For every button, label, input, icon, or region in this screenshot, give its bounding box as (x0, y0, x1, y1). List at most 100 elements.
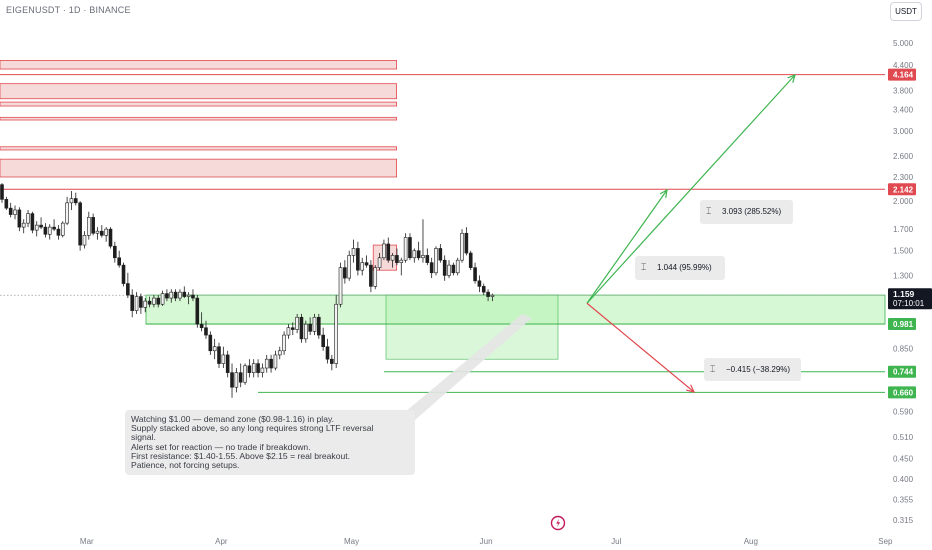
candles-group (0, 183, 495, 398)
candle-up (69, 198, 74, 204)
x-tick-label: Aug (744, 537, 758, 546)
candle-down (182, 291, 187, 297)
candle-down (486, 291, 490, 297)
candle-down (30, 213, 35, 231)
measure-value: 3.093 (285.52%) (722, 207, 782, 216)
candle-up (65, 202, 69, 224)
candle-up (390, 255, 395, 261)
candle-up (264, 358, 269, 369)
candle-up (104, 228, 108, 236)
x-tick-label: May (344, 537, 359, 546)
y-tick-label: 0.510 (893, 433, 914, 442)
note-line: First resistance: $1.40-1.55. Above $2.1… (131, 450, 351, 461)
candle-down (208, 334, 213, 352)
candle-down (43, 226, 48, 235)
projection-arrow-up (586, 189, 668, 304)
note-line: Watching $1.00 — demand zone ($0.98-1.16… (131, 414, 335, 424)
measure-label-lower[interactable]: ⌶ −0.415 (−38.29%) (704, 358, 801, 381)
candle-down (473, 267, 477, 282)
candle-up (490, 294, 495, 297)
candle-down (481, 286, 486, 293)
note-line: Supply stacked above, so any long requir… (131, 423, 374, 434)
candle-down (78, 202, 82, 246)
candle-up (277, 350, 282, 356)
candle-down (108, 228, 113, 247)
support-price-tag-bg (888, 365, 916, 378)
candle-down (8, 207, 13, 215)
resistance-price-tag-bg (888, 183, 916, 196)
candle-down (364, 262, 369, 266)
candle-up (251, 363, 256, 373)
candle-down (416, 250, 421, 259)
measure-label-middle[interactable]: ⌶ 1.044 (95.99%) (635, 256, 725, 280)
candle-up (373, 267, 378, 287)
candle-up (82, 235, 87, 246)
y-tick-label: 0.400 (893, 475, 914, 484)
candle-up (21, 222, 26, 228)
candle-up (13, 209, 17, 215)
candle-up (412, 250, 417, 259)
candle-up (169, 291, 174, 299)
candle-up (34, 224, 39, 231)
candle-down (321, 334, 325, 348)
candle-up (47, 226, 52, 235)
projection-arrow-up-head (659, 188, 668, 198)
supply-zone (0, 101, 398, 107)
y-tick-label: 4.400 (893, 61, 914, 70)
candle-down (113, 245, 117, 259)
symbol-title[interactable]: EIGENUSDT · 1D · BINANCE (6, 5, 131, 15)
y-tick-label: 1.700 (893, 225, 914, 234)
measure-icon: ⌶ (710, 364, 716, 374)
candle-up (282, 334, 286, 352)
candle-down (425, 255, 430, 263)
candle-down (117, 257, 121, 266)
candle-down (204, 327, 208, 336)
ideas-logo-icon (550, 515, 566, 531)
y-tick-label: 1.500 (893, 247, 914, 256)
currency-selector[interactable]: USDT (890, 2, 922, 21)
candle-down (156, 297, 161, 305)
candle-up (460, 232, 464, 261)
y-tick-label: 0.450 (893, 454, 914, 463)
candle-up (26, 213, 30, 224)
candle-down (91, 217, 95, 234)
supply-zone (0, 158, 398, 178)
candle-up (87, 217, 91, 236)
candle-up (312, 316, 317, 332)
candle-down (317, 316, 321, 336)
candle-down (451, 264, 456, 274)
candle-up (360, 262, 365, 271)
candle-down (147, 300, 152, 305)
candle-up (286, 327, 291, 336)
note-line: signal. (131, 432, 156, 443)
resistance-price-tag: 2.142 (893, 185, 914, 194)
price-axis: 5.000 4.400 3.800 3.400 3.000 2.600 2.300 2.000… (893, 39, 914, 525)
supply-zone (0, 60, 398, 70)
candle-down (468, 252, 473, 268)
y-tick-label: 3.000 (893, 127, 914, 136)
candle-down (130, 294, 134, 311)
candle-down (217, 346, 221, 364)
y-tick-label: 0.850 (893, 345, 914, 354)
candle-up (243, 365, 247, 383)
candle-down (0, 184, 4, 200)
resistance-price-tag: 4.164 (893, 71, 914, 80)
x-tick-label: Jun (480, 537, 493, 546)
note-annotation[interactable]: Watching $1.00 — demand zone ($0.98-1.16… (125, 410, 415, 475)
candle-down (356, 248, 360, 271)
candle-down (325, 346, 330, 360)
x-tick-label: Mar (80, 537, 94, 546)
countdown-label: 07:10:01 (893, 299, 925, 308)
candle-down (238, 372, 243, 383)
measure-label-upper[interactable]: ⌶ 3.093 (285.52%) (700, 200, 793, 224)
candle-down (343, 267, 347, 279)
candle-down (308, 323, 312, 332)
candle-down (299, 316, 304, 340)
candle-down (39, 224, 43, 228)
projection-arrow-up-large-head (787, 73, 796, 83)
candle-down (386, 243, 391, 261)
candle-down (121, 264, 126, 284)
candle-down (256, 363, 260, 373)
candle-down (126, 283, 130, 296)
